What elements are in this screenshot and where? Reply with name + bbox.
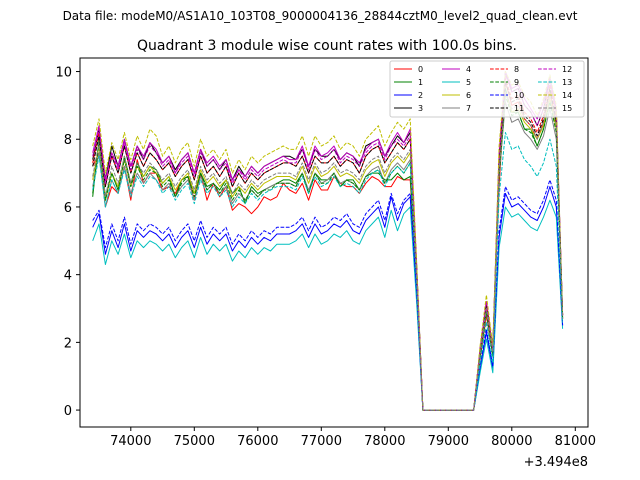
legend-label-15: 15 <box>562 104 572 113</box>
legend-label-8: 8 <box>514 65 519 74</box>
series-line-2 <box>92 186 564 411</box>
series-line-13 <box>92 132 564 411</box>
legend-label-6: 6 <box>466 91 471 100</box>
legend-label-11: 11 <box>514 104 524 113</box>
series-line-14 <box>92 71 564 411</box>
series-line-5 <box>92 199 564 411</box>
x-tick-label: 81000 <box>555 434 596 449</box>
legend-label-1: 1 <box>418 78 423 87</box>
legend-label-7: 7 <box>466 104 471 113</box>
x-tick-label: 74000 <box>110 434 151 449</box>
series-layer <box>92 71 564 411</box>
x-axis: 74000 75000 76000 77000 78000 79000 80000 81000 <box>110 427 596 449</box>
legend-label-9: 9 <box>514 78 519 87</box>
y-tick-label: 6 <box>64 201 72 216</box>
series-line-10 <box>92 179 564 411</box>
y-axis: 0 2 4 6 8 10 <box>55 66 80 419</box>
chart-title: Quadrant 3 module wise count rates with … <box>137 38 517 54</box>
y-tick-label: 10 <box>55 66 72 81</box>
plot-area <box>79 57 589 428</box>
y-tick-label: 2 <box>64 336 72 351</box>
x-tick-label: 77000 <box>301 434 342 449</box>
x-tick-label: 75000 <box>174 434 215 449</box>
x-tick-label: 76000 <box>237 434 278 449</box>
suptitle: Data file: modeM0/AS1A10_103T08_90000041… <box>63 9 578 23</box>
legend-label-14: 14 <box>562 91 572 100</box>
x-offset-label: +3.494e8 <box>524 455 588 470</box>
axes-frame <box>79 57 589 428</box>
y-tick-label: 0 <box>64 404 72 419</box>
series-line-12 <box>92 74 564 411</box>
y-tick-label: 4 <box>64 269 72 284</box>
legend-label-3: 3 <box>418 104 423 113</box>
legend-label-0: 0 <box>418 65 423 74</box>
x-tick-label: 79000 <box>428 434 469 449</box>
legend-label-4: 4 <box>466 65 471 74</box>
legend-label-13: 13 <box>562 78 572 87</box>
y-tick-label: 8 <box>64 133 72 148</box>
x-tick-label: 78000 <box>364 434 405 449</box>
legend-frame <box>389 60 585 118</box>
x-tick-label: 80000 <box>491 434 532 449</box>
legend-label-10: 10 <box>514 91 524 100</box>
legend-label-5: 5 <box>466 78 471 87</box>
legend-label-12: 12 <box>562 65 572 74</box>
legend-label-2: 2 <box>418 91 423 100</box>
